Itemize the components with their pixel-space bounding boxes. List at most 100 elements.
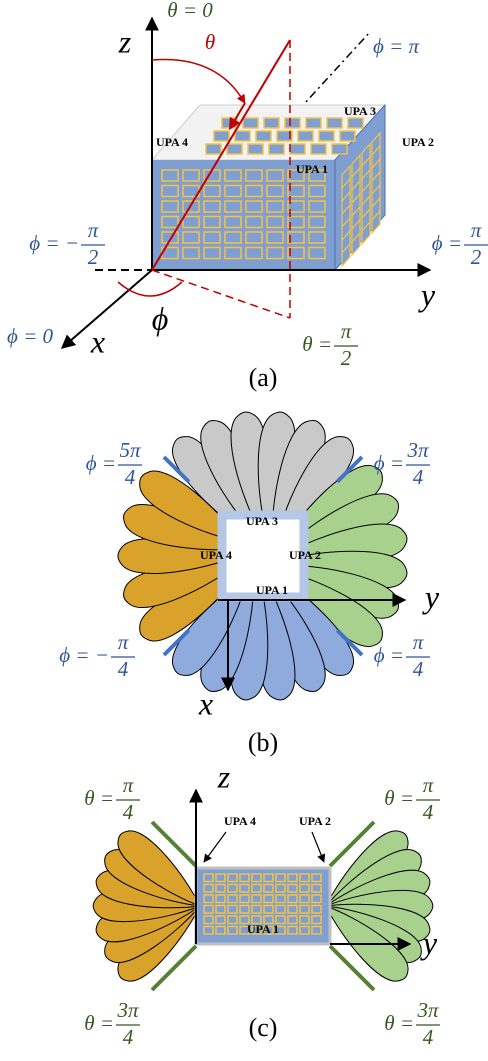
antenna-cell — [311, 915, 322, 925]
fraction-num: π — [118, 630, 129, 654]
caption: (b) — [248, 728, 278, 757]
projection — [151, 269, 291, 319]
antenna-cell — [161, 169, 179, 182]
fraction-num: π — [341, 319, 352, 343]
label: z — [217, 758, 231, 794]
fraction-num: 3π — [116, 998, 139, 1022]
antenna-cell — [224, 169, 242, 182]
sector-line — [328, 820, 376, 868]
fraction-den: 2 — [88, 245, 99, 269]
fraction-den: 4 — [413, 657, 424, 681]
antenna-cell — [224, 231, 242, 244]
antenna-cell — [203, 873, 214, 883]
antenna-cell — [275, 915, 286, 925]
label: ϕ = — [374, 451, 404, 475]
antenna-cell — [263, 873, 274, 883]
antenna-cell — [263, 915, 274, 925]
label: y — [420, 924, 438, 960]
antenna-cell — [326, 117, 343, 129]
antenna-cell — [275, 925, 286, 935]
label: UPA 1 — [256, 583, 288, 597]
fraction-num: π — [471, 218, 482, 242]
label: UPA 3 — [246, 514, 278, 528]
antenna-cell — [182, 215, 200, 229]
fraction-den: 2 — [341, 346, 352, 370]
antenna-cell — [203, 883, 214, 893]
sector-lines — [162, 455, 364, 657]
beam-petal — [117, 830, 202, 907]
phi-arc — [117, 281, 183, 297]
antenna-cell — [275, 883, 286, 893]
antenna-cell — [227, 894, 238, 904]
antenna-cell — [182, 246, 200, 260]
antenna-cell — [266, 215, 284, 229]
antenna-cell — [299, 883, 310, 893]
antenna-cell — [203, 184, 221, 198]
beam-petals — [92, 830, 434, 982]
ray-arrow — [228, 102, 246, 131]
theta-arc — [151, 58, 246, 104]
fraction-num: 5π — [119, 438, 141, 462]
antenna-cell — [275, 873, 286, 883]
antenna-cell — [215, 873, 226, 883]
fraction-num: 3π — [406, 438, 429, 462]
label: θ = 0 — [167, 0, 213, 22]
antenna-cell — [251, 873, 262, 883]
antenna-cell — [215, 925, 226, 935]
antenna-cell — [287, 925, 298, 935]
antenna-cell — [251, 925, 262, 935]
antenna-cell — [308, 246, 326, 260]
label: UPA 1 — [296, 162, 328, 176]
direction-ray — [151, 39, 291, 271]
label: ϕ = − — [59, 643, 109, 667]
antenna-cell — [239, 915, 250, 925]
x-axis — [60, 269, 153, 349]
fraction-num: π — [123, 773, 134, 797]
antenna-cell — [287, 873, 298, 883]
antenna-cell — [224, 184, 242, 198]
antenna-cell — [311, 894, 322, 904]
antenna-cell — [305, 117, 322, 129]
antenna-cell — [347, 117, 364, 129]
antenna-cell — [227, 915, 238, 925]
antenna-cell — [287, 215, 305, 229]
label: θ = — [384, 786, 414, 810]
fraction-num: π — [413, 630, 424, 654]
antenna-cell — [245, 231, 263, 244]
antenna-cell — [311, 925, 322, 935]
fraction-den: 4 — [423, 800, 434, 824]
antenna-cell — [247, 143, 264, 155]
antenna-cell — [299, 904, 310, 914]
antenna-cell — [311, 883, 322, 893]
fraction-den: 4 — [123, 1025, 134, 1049]
antenna-cell — [251, 904, 262, 914]
caption: (c) — [249, 1013, 278, 1042]
label: z — [118, 23, 132, 59]
label: ϕ = π — [373, 34, 420, 58]
antenna-cell — [161, 231, 179, 244]
antenna-cell — [263, 925, 274, 935]
antenna-cell — [245, 169, 263, 182]
antenna-cell — [203, 894, 214, 904]
antenna-cell — [227, 904, 238, 914]
label: UPA 2 — [299, 814, 331, 828]
antenna-cell — [215, 883, 226, 893]
antenna-cell — [361, 220, 371, 246]
fraction-den: 4 — [118, 657, 129, 681]
fraction-num: 3π — [416, 998, 439, 1022]
pointer — [203, 831, 227, 863]
fraction-den: 4 — [413, 465, 424, 489]
antenna-cell — [213, 130, 230, 142]
sector-line — [150, 944, 198, 992]
antenna-cell — [266, 184, 284, 198]
antenna-cell — [263, 894, 274, 904]
antenna-cell — [245, 200, 263, 213]
antenna-cell — [308, 215, 326, 229]
antenna-cell — [308, 184, 326, 198]
label: ϕ = 0 — [7, 324, 54, 348]
pointer — [311, 831, 326, 863]
antenna-cell — [341, 242, 351, 268]
antenna-cell — [161, 215, 179, 229]
antenna-cell — [203, 925, 214, 935]
antenna-cell — [276, 130, 293, 142]
